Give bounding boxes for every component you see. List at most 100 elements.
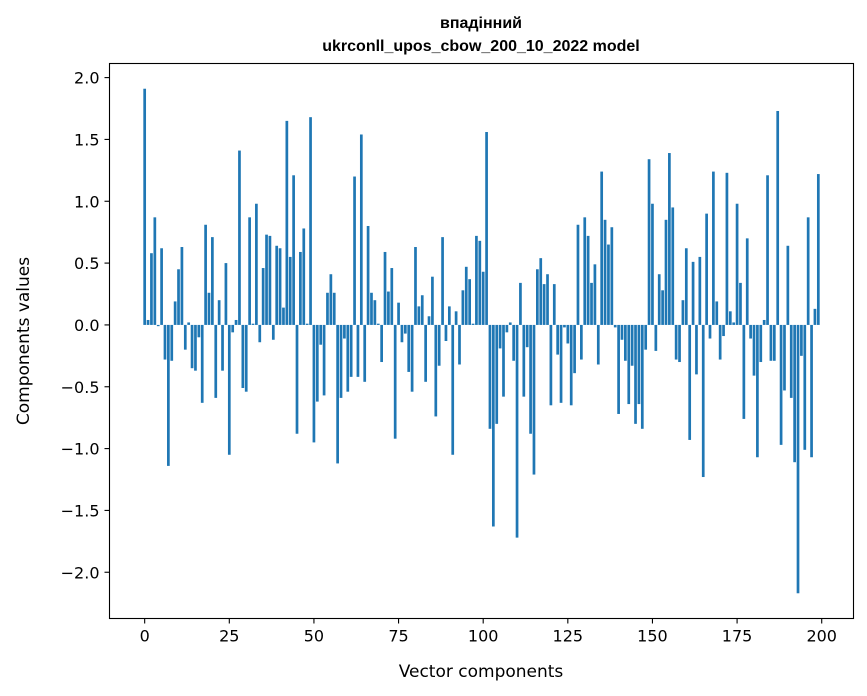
bar-145 — [634, 324, 637, 424]
y-tick-label: 1.5 — [74, 130, 99, 149]
bar-151 — [654, 324, 658, 351]
bar-130 — [583, 217, 587, 325]
bar-9 — [173, 301, 177, 325]
bar-40 — [278, 248, 282, 325]
bar-28 — [238, 150, 241, 325]
bar-120 — [549, 324, 553, 406]
bar-22 — [217, 300, 221, 325]
y-tick-label: −2.0 — [61, 563, 100, 582]
bar-102 — [488, 324, 492, 429]
x-tick-label: 200 — [806, 627, 837, 646]
bar-101 — [485, 132, 488, 325]
bar-147 — [640, 324, 644, 429]
bar-128 — [576, 224, 580, 325]
bar-42 — [285, 120, 289, 325]
bar-163 — [695, 324, 698, 375]
bar-112 — [522, 324, 526, 397]
bar-83 — [424, 324, 427, 382]
bar-56 — [332, 292, 336, 325]
bar-154 — [664, 219, 668, 325]
bar-65 — [363, 324, 367, 382]
bar-35 — [261, 268, 265, 325]
bar-11 — [180, 247, 184, 325]
bar-37 — [268, 235, 272, 325]
bar-63 — [356, 324, 360, 377]
bar-48 — [305, 323, 309, 325]
bar-39 — [275, 245, 279, 325]
bar-58 — [339, 324, 343, 398]
y-axis-label: Components values — [14, 257, 34, 425]
bar-160 — [684, 248, 688, 325]
bar-118 — [542, 284, 546, 325]
bar-86 — [434, 324, 438, 417]
bar-97 — [471, 323, 475, 325]
bar-131 — [586, 235, 590, 325]
bar-169 — [715, 301, 719, 325]
bar-155 — [668, 153, 671, 325]
bar-107 — [505, 324, 509, 333]
bar-198 — [813, 308, 817, 325]
bar-193 — [796, 324, 800, 594]
bar-135 — [600, 171, 604, 325]
bar-117 — [539, 258, 543, 325]
bar-138 — [610, 227, 614, 325]
bar-168 — [712, 171, 715, 325]
bar-13 — [187, 322, 191, 325]
bar-98 — [475, 235, 478, 325]
bar-18 — [204, 224, 207, 325]
bar-123 — [559, 324, 563, 403]
x-tick-label: 25 — [219, 627, 239, 646]
bar-187 — [776, 110, 780, 325]
bar-180 — [752, 324, 756, 376]
bar-108 — [508, 322, 512, 325]
bar-51 — [315, 324, 319, 402]
bar-31 — [248, 217, 251, 325]
bar-45 — [295, 324, 299, 434]
bar-69 — [376, 323, 380, 325]
bar-186 — [772, 324, 776, 361]
bar-178 — [745, 238, 749, 325]
bar-87 — [437, 324, 441, 366]
bar-5 — [160, 248, 163, 325]
bar-197 — [810, 324, 813, 458]
x-tick-label: 100 — [468, 627, 499, 646]
x-tick-label: 125 — [553, 627, 584, 646]
bar-77 — [403, 324, 407, 334]
bar-96 — [468, 279, 472, 325]
bar-162 — [691, 261, 695, 325]
bar-172 — [725, 172, 729, 325]
bar-34 — [258, 324, 262, 343]
bar-74 — [393, 324, 397, 439]
bar-2 — [150, 253, 153, 325]
bar-50 — [312, 324, 316, 443]
bar-115 — [532, 324, 536, 475]
bar-26 — [231, 324, 235, 333]
bar-127 — [573, 324, 576, 374]
bar-100 — [481, 271, 485, 325]
bar-113 — [525, 324, 529, 348]
bar-76 — [400, 324, 404, 343]
bar-171 — [722, 324, 725, 337]
bar-103 — [491, 324, 495, 527]
bar-75 — [397, 302, 400, 325]
y-tick-label: −1.5 — [61, 501, 100, 520]
x-tick-label: 50 — [304, 627, 324, 646]
bar-110 — [515, 324, 519, 538]
bar-49 — [309, 117, 312, 325]
x-tick-label: 150 — [637, 627, 668, 646]
bar-141 — [620, 324, 624, 340]
bar-129 — [580, 324, 583, 360]
bar-80 — [414, 247, 417, 325]
bar-55 — [329, 274, 333, 325]
bar-104 — [495, 324, 499, 424]
bar-52 — [319, 324, 323, 345]
bar-85 — [431, 276, 434, 325]
y-tick-label: −1.0 — [61, 440, 100, 459]
bar-158 — [678, 324, 681, 363]
bar-43 — [288, 256, 292, 325]
y-tick-label: 1.0 — [74, 192, 99, 211]
x-axis: 0 25 50 75 100 125 150 175 200 — [140, 618, 837, 646]
bar-7 — [167, 324, 170, 466]
bar-66 — [366, 225, 370, 325]
bar-179 — [749, 324, 752, 339]
